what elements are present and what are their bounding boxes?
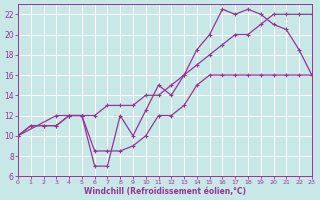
X-axis label: Windchill (Refroidissement éolien,°C): Windchill (Refroidissement éolien,°C): [84, 187, 246, 196]
